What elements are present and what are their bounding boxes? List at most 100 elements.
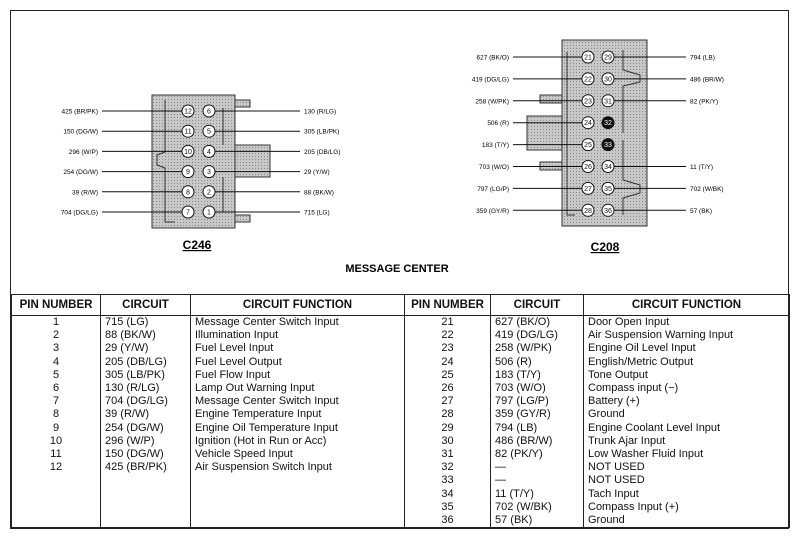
pin-number: 27 [404,395,491,409]
circuit: 150 (DG/W) [100,447,191,462]
pin-29 [601,50,615,64]
wire-label: 627 (BK/O) [476,55,509,62]
connector-body [561,39,648,227]
circuit-function: NOT USED [583,461,790,475]
circuit-function: Fuel Level Output [190,355,405,369]
circuit: 88 (BK/W) [100,329,191,343]
pin-number [11,487,101,501]
pin-number: 2 [11,329,101,343]
circuit: 715 (LG) [100,315,191,330]
table-row: 5 305 (LB/PK) Fuel Flow Input [11,368,405,382]
pin-number: 8 [11,408,101,422]
table-row [11,474,405,488]
pin-33 [601,138,615,152]
circuit: 254 (DG/W) [100,421,191,435]
circuit-function: Engine Coolant Level Input [583,421,790,435]
header-pin-number: PIN NUMBER [11,294,101,316]
circuit: 296 (W/P) [100,434,191,448]
pin-number: 34 [404,487,491,501]
table-row: 7 704 (DG/LG) Message Center Switch Input [11,395,405,409]
pin-number [11,474,101,488]
table-row: 3 29 (Y/W) Fuel Level Input [11,342,405,356]
circuit: 183 (T/Y) [490,368,584,382]
wire-label: 88 (BK/W) [304,189,334,196]
wire-label: 258 (W/PK) [475,98,509,105]
pin-8 [181,185,195,199]
circuit: 703 (W/O) [490,381,584,396]
header-circuit-function: CIRCUIT FUNCTION [190,294,405,316]
table-row: 21 627 (BK/O) Door Open Input [404,315,790,330]
circuit-function [190,500,405,514]
wire-label: 29 (Y/W) [304,169,330,176]
pin-number: 30 [604,76,612,83]
wire-label: 11 (T/Y) [690,164,713,171]
pin-11 [181,124,195,138]
pin-2 [202,185,216,199]
circuit: 506 (R) [490,355,584,369]
pin-number: 35 [604,186,612,193]
pin-number: 36 [404,513,491,528]
pin-number: 5 [11,368,101,382]
pin-number: 11 [184,129,191,136]
pin-4 [202,144,216,158]
wire-label: 305 (LB/PK) [304,129,339,136]
wire-label: 704 (DG/LG) [61,210,98,217]
circuit: 486 (BR/W) [490,434,584,448]
circuit: 205 (DB/LG) [100,355,191,369]
table-row: 11 150 (DG/W) Vehicle Speed Input [11,447,405,462]
table-row: 6 130 (R/LG) Lamp Out Warning Input [11,381,405,396]
pin-10 [181,144,195,158]
pin-5 [202,124,216,138]
wire-label: 296 (W/P) [69,149,98,156]
pin-25 [581,138,595,152]
pin-7 [181,205,195,219]
wire-label: 82 (PK/Y) [690,98,718,105]
pin-number: 25 [404,368,491,382]
table-row: 29 794 (LB) Engine Coolant Level Input [404,421,790,435]
wire-label: 794 (LB) [690,55,715,62]
pin-number: 10 [11,434,101,448]
pin-number: 4 [11,355,101,369]
circuit-function: Ground [583,408,790,422]
pin-26 [581,160,595,173]
wire-label: 419 (DG/LG) [472,76,509,83]
circuit: 425 (BR/PK) [100,461,191,475]
circuit-function: Fuel Flow Input [190,368,405,382]
pin-number: 8 [186,189,190,196]
wire-label: 57 (BK) [690,208,712,215]
pin-number: 4 [207,149,211,156]
pin-30 [601,72,615,86]
circuit-function: Door Open Input [583,315,790,330]
table-row: 35 702 (W/BK) Compass Input (+) [404,500,790,514]
wire-label: 425 (BR/PK) [62,109,99,116]
pin-number: 11 [11,447,101,462]
pin-number: 36 [604,208,612,215]
circuit [100,474,191,488]
circuit-function: Engine Oil Temperature Input [190,421,405,435]
circuit: 794 (LB) [490,421,584,435]
header-circuit: CIRCUIT [490,294,584,316]
header-circuit: CIRCUIT [100,294,191,316]
circuit-function: Compass Input (+) [583,500,790,514]
circuit-function: Message Center Switch Input [190,315,405,330]
table-row: 27 797 (LG/P) Battery (+) [404,395,790,409]
pin-number: 27 [584,186,592,193]
circuit: 627 (BK/O) [490,315,584,330]
pin-number: 33 [404,474,491,488]
table-row: 1 715 (LG) Message Center Switch Input [11,315,405,330]
pin-number: 9 [11,421,101,435]
wire-label: 797 (LG/P) [477,186,509,193]
pin-number: 24 [404,355,491,369]
pin-number: 29 [604,55,612,62]
diagram-title: MESSAGE CENTER [345,263,448,275]
pin-number: 2 [207,189,211,196]
table-row: 26 703 (W/O) Compass input (−) [404,381,790,396]
circuit-function: Engine Oil Level Input [583,342,790,356]
pin-number: 21 [584,55,592,62]
pin-number: 7 [186,210,190,217]
pin-36 [601,203,615,217]
wire-label: 130 (R/LG) [304,109,336,116]
pin-number: 10 [184,149,192,156]
